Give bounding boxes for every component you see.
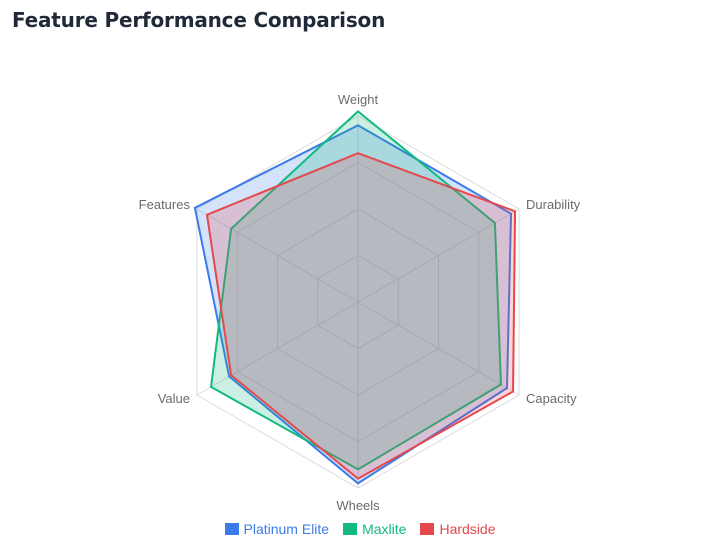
chart-legend[interactable]: Platinum Elite Maxlite Hardside xyxy=(0,521,720,537)
legend-item[interactable]: Platinum Elite xyxy=(224,521,330,537)
chart-title: Feature Performance Comparison xyxy=(12,8,386,32)
legend-swatch xyxy=(224,523,239,535)
legend-swatch xyxy=(343,523,358,535)
radar-grid xyxy=(196,115,520,489)
scale-tick-label: 0 xyxy=(355,297,361,309)
grid-spoke xyxy=(357,208,520,303)
axis-label: Value xyxy=(158,391,190,406)
series-area xyxy=(193,124,513,485)
legend-label: Hardside xyxy=(439,521,496,537)
series-area xyxy=(205,152,517,480)
radar-series: 02 xyxy=(193,110,517,485)
grid-spoke xyxy=(357,301,520,396)
legend-label: Maxlite xyxy=(362,521,407,537)
axis-label: Capacity xyxy=(526,391,577,406)
grid-spoke xyxy=(196,301,359,396)
axis-label: Features xyxy=(139,197,191,212)
legend-item[interactable]: Hardside xyxy=(420,521,495,537)
legend-swatch xyxy=(420,523,435,535)
axis-label: Durability xyxy=(526,197,581,212)
axis-label: Wheels xyxy=(336,498,380,513)
radar-axis-labels: Weight Durability Capacity Wheels Value Featu… xyxy=(139,92,581,513)
scale-tick-label: 2 xyxy=(355,251,361,263)
axis-label: Weight xyxy=(338,92,379,107)
grid-spoke xyxy=(196,208,359,303)
legend-label: Platinum Elite xyxy=(243,521,330,537)
legend-item[interactable]: Maxlite xyxy=(343,521,406,537)
series-area xyxy=(209,110,502,471)
